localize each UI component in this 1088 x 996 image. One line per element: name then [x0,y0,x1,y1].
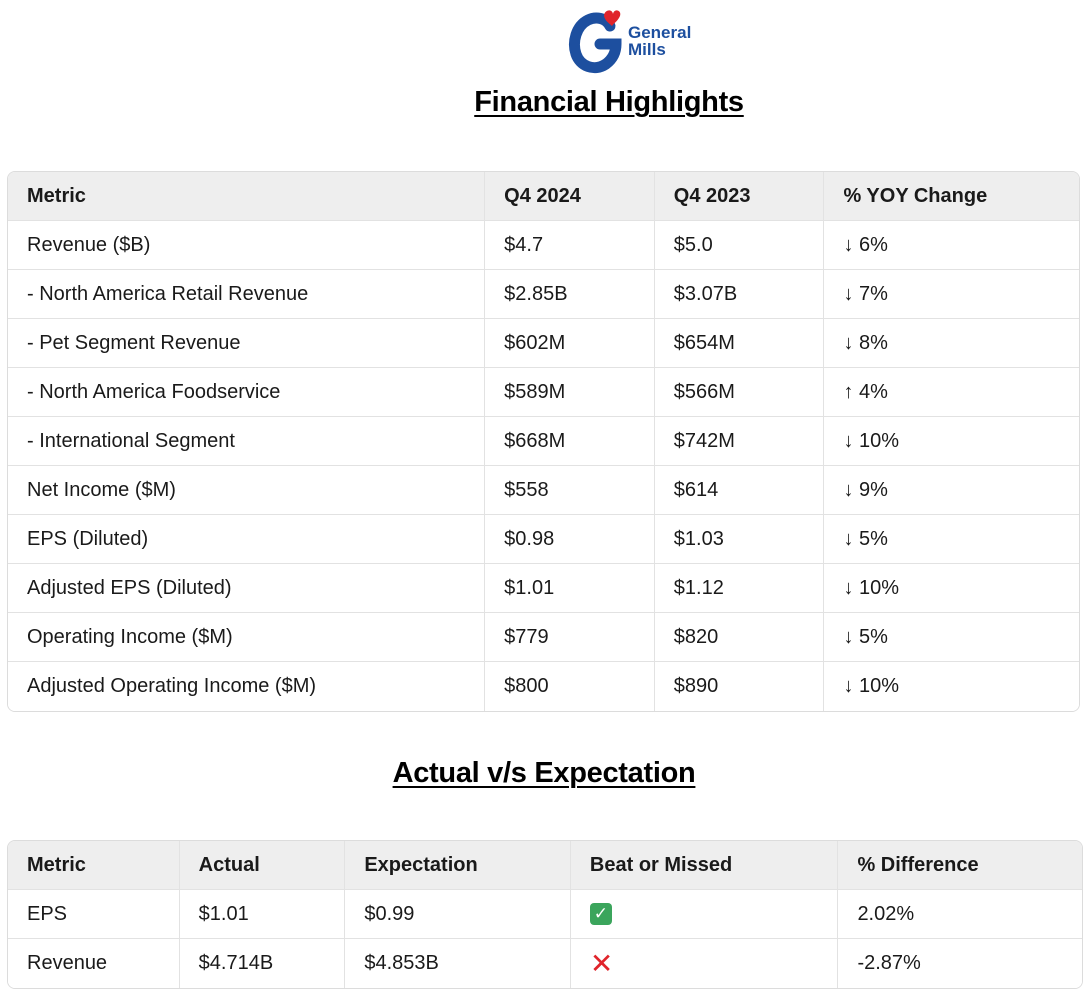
actual-cell: $1.01 [179,890,346,939]
q4-2024-cell: $2.85B [485,270,655,319]
q4-2023-cell: $1.12 [654,564,825,613]
check-mark-icon: ✓ [589,903,612,926]
metric-cell: Operating Income ($M) [8,613,486,662]
yoy-change-cell: ↓ 10% [824,564,1079,613]
q4-2024-cell: $668M [485,417,655,466]
table-row: - North America Foodservice $589M $566M … [8,368,1079,417]
q4-2024-cell: $589M [485,368,655,417]
metric-cell: - Pet Segment Revenue [8,319,486,368]
table-row: Net Income ($M) $558 $614 ↓ 9% [8,466,1079,515]
table-header-row: Metric Q4 2024 Q4 2023 % YOY Change [8,172,1079,221]
metric-cell: - International Segment [8,417,486,466]
q4-2024-cell: $800 [485,662,655,711]
q4-2023-cell: $820 [654,613,825,662]
difference-cell: 2.02% [838,890,1082,939]
q4-2024-cell: $558 [485,466,655,515]
table-row: Operating Income ($M) $779 $820 ↓ 5% [8,613,1079,662]
column-header: Metric [8,841,180,890]
yoy-change-cell: ↓ 5% [824,613,1079,662]
column-header: % YOY Change [824,172,1079,221]
general-mills-logo: General Mills [566,6,716,82]
table-row: EPS $1.01 $0.99 ✓ 2.02% [8,890,1082,939]
metric-cell: Adjusted EPS (Diluted) [8,564,486,613]
q4-2023-cell: $654M [654,319,825,368]
q4-2024-cell: $0.98 [485,515,655,564]
yoy-change-cell: ↑ 4% [824,368,1079,417]
table-row: Revenue ($B) $4.7 $5.0 ↓ 6% [8,221,1079,270]
expectation-cell: $0.99 [345,890,571,939]
actual-vs-expectation-title: Actual v/s Expectation [392,757,696,789]
yoy-change-cell: ↓ 5% [824,515,1079,564]
metric-cell: EPS [8,890,180,939]
q4-2023-cell: $3.07B [654,270,825,319]
table-row: Adjusted EPS (Diluted) $1.01 $1.12 ↓ 10% [8,564,1079,613]
metric-cell: EPS (Diluted) [8,515,486,564]
table-header-row: Metric Actual Expectation Beat or Missed… [8,841,1082,890]
yoy-change-cell: ↓ 9% [824,466,1079,515]
beat-or-missed-cell: ✕ [570,939,839,988]
brand-name-line2: Mills [628,40,666,59]
q4-2023-cell: $1.03 [654,515,825,564]
financial-highlights-table: Metric Q4 2024 Q4 2023 % YOY Change Reve… [7,171,1080,712]
q4-2023-cell: $890 [654,662,825,711]
brand-name-line1: General [628,23,692,42]
column-header: Beat or Missed [570,841,839,890]
q4-2023-cell: $614 [654,466,825,515]
metric-cell: Revenue [8,939,180,988]
actual-cell: $4.714B [179,939,346,988]
q4-2023-cell: $5.0 [654,221,825,270]
yoy-change-cell: ↓ 10% [824,662,1079,711]
column-header: Q4 2023 [654,172,825,221]
metric-cell: - North America Retail Revenue [8,270,486,319]
financial-highlights-title: Financial Highlights [474,86,744,118]
metric-cell: Adjusted Operating Income ($M) [8,662,486,711]
beat-or-missed-cell: ✓ [570,890,839,939]
yoy-change-cell: ↓ 7% [824,270,1079,319]
table-row: Adjusted Operating Income ($M) $800 $890… [8,662,1079,711]
q4-2024-cell: $1.01 [485,564,655,613]
column-header: % Difference [838,841,1082,890]
q4-2024-cell: $602M [485,319,655,368]
table-row: EPS (Diluted) $0.98 $1.03 ↓ 5% [8,515,1079,564]
q4-2023-cell: $742M [654,417,825,466]
difference-cell: -2.87% [838,939,1082,988]
yoy-change-cell: ↓ 10% [824,417,1079,466]
cross-mark-icon: ✕ [589,947,614,979]
actual-vs-expectation-table: Metric Actual Expectation Beat or Missed… [7,840,1083,989]
q4-2024-cell: $4.7 [485,221,655,270]
table-row: - Pet Segment Revenue $602M $654M ↓ 8% [8,319,1079,368]
yoy-change-cell: ↓ 6% [824,221,1079,270]
column-header: Actual [179,841,346,890]
brand-name: General Mills [628,24,691,58]
metric-cell: Net Income ($M) [8,466,486,515]
column-header: Q4 2024 [485,172,655,221]
yoy-change-cell: ↓ 8% [824,319,1079,368]
column-header: Expectation [345,841,571,890]
table-row: - North America Retail Revenue $2.85B $3… [8,270,1079,319]
metric-cell: - North America Foodservice [8,368,486,417]
q4-2024-cell: $779 [485,613,655,662]
expectation-cell: $4.853B [345,939,571,988]
general-mills-g-icon [569,10,622,74]
q4-2023-cell: $566M [654,368,825,417]
column-header: Metric [8,172,486,221]
table-row: Revenue $4.714B $4.853B ✕ -2.87% [8,939,1082,988]
table-row: - International Segment $668M $742M ↓ 10… [8,417,1079,466]
metric-cell: Revenue ($B) [8,221,486,270]
